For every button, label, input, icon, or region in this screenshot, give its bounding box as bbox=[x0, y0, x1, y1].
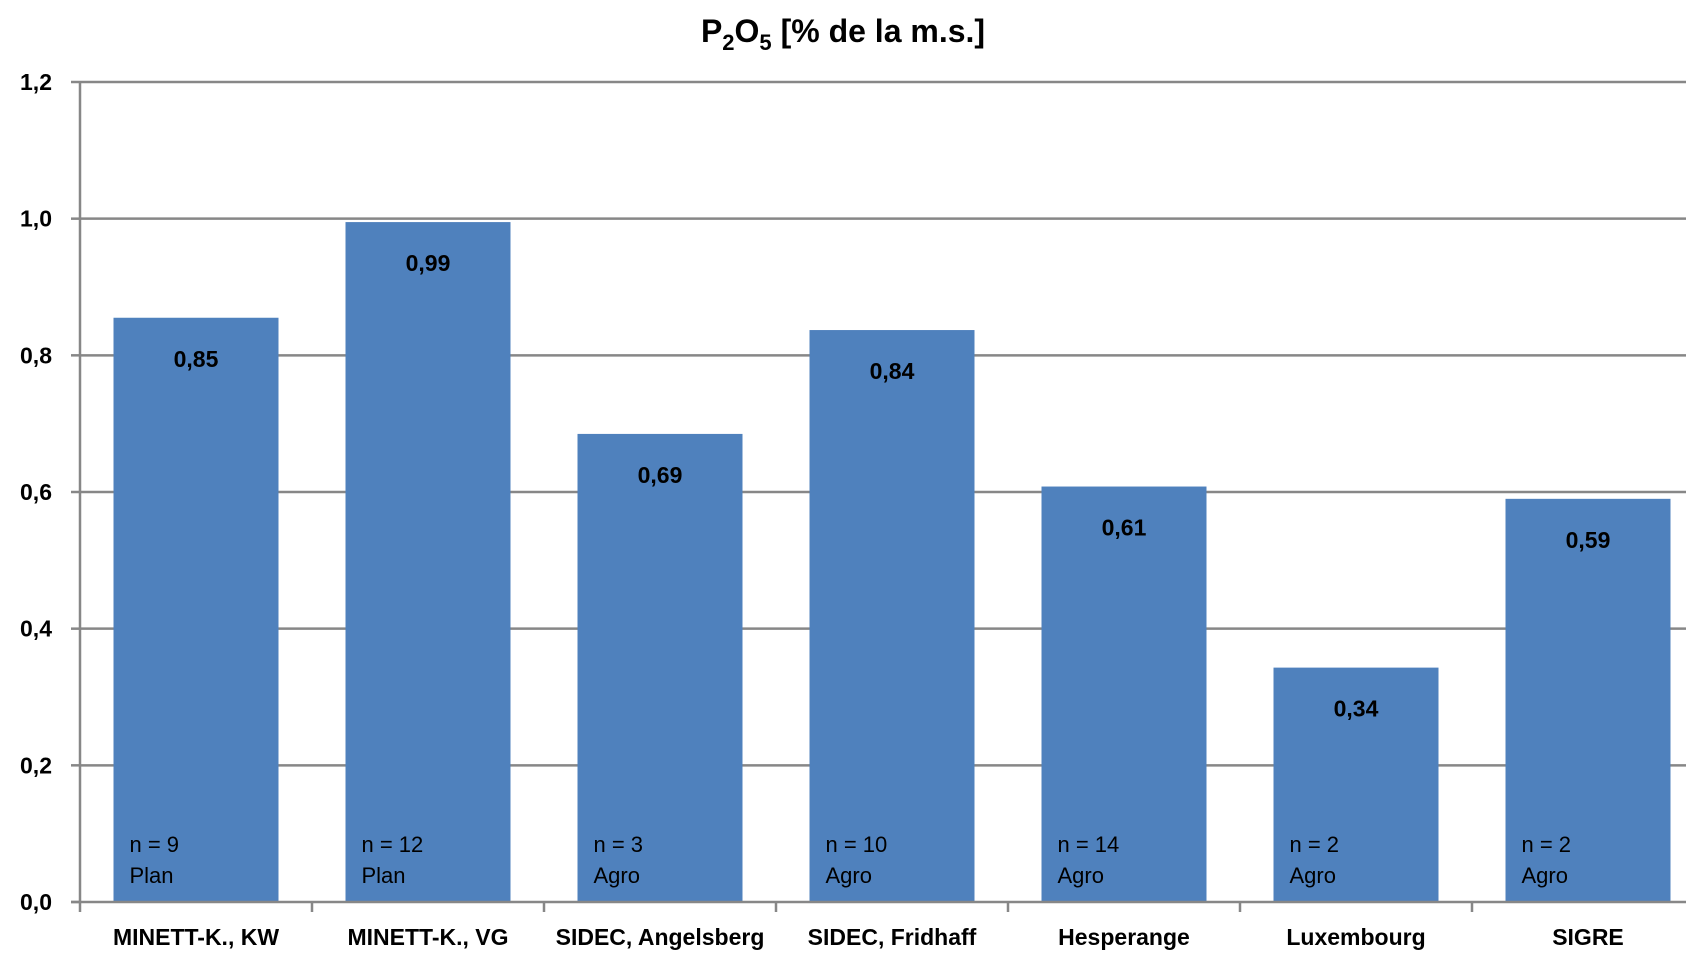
bar-type-label: Agro bbox=[826, 863, 872, 888]
bar bbox=[809, 330, 975, 902]
x-category-label: Hesperange bbox=[1058, 924, 1190, 950]
bar-value-label: 0,99 bbox=[406, 250, 451, 276]
bar bbox=[113, 317, 279, 902]
bar-type-label: Agro bbox=[1058, 863, 1104, 888]
bar bbox=[1041, 486, 1207, 902]
x-category-label: MINETT-K., VG bbox=[348, 924, 509, 950]
x-category-label: Luxembourg bbox=[1286, 924, 1425, 950]
y-tick-label: 0,2 bbox=[20, 752, 52, 778]
bar-value-label: 0,61 bbox=[1102, 515, 1147, 541]
x-category-label: MINETT-K., KW bbox=[113, 924, 279, 950]
bar-value-label: 0,34 bbox=[1334, 696, 1379, 722]
bar-count-label: n = 2 bbox=[1290, 832, 1340, 857]
bar-count-label: n = 2 bbox=[1522, 832, 1572, 857]
bar-value-label: 0,69 bbox=[638, 462, 683, 488]
bar-count-label: n = 9 bbox=[130, 832, 180, 857]
bar bbox=[345, 222, 511, 903]
y-tick-label: 0,4 bbox=[20, 616, 52, 642]
x-category-label: SIDEC, Angelsberg bbox=[556, 924, 765, 950]
bar-count-label: n = 3 bbox=[594, 832, 644, 857]
bar-count-label: n = 14 bbox=[1058, 832, 1120, 857]
bar bbox=[1273, 667, 1439, 902]
y-tick-label: 1,0 bbox=[20, 206, 52, 232]
bar-type-label: Agro bbox=[1522, 863, 1568, 888]
bar-count-label: n = 10 bbox=[826, 832, 888, 857]
y-tick-label: 0,6 bbox=[20, 479, 52, 505]
bar-type-label: Agro bbox=[1290, 863, 1336, 888]
bars-group bbox=[113, 222, 1671, 903]
chart-title: P2O5 [% de la m.s.] bbox=[701, 13, 985, 55]
y-tick-label: 0,0 bbox=[20, 889, 52, 915]
bar bbox=[577, 433, 743, 902]
bar-value-label: 0,59 bbox=[1566, 527, 1611, 553]
bar bbox=[1505, 498, 1671, 902]
y-tick-label: 1,2 bbox=[20, 69, 52, 95]
x-category-label: SIGRE bbox=[1552, 924, 1624, 950]
labels-group: 0,0 0,2 0,4 0,6 0,8 1,0 1,2 0,85 n = 9 Plan MINETT… bbox=[20, 69, 1624, 950]
x-category-label: SIDEC, Fridhaff bbox=[808, 924, 977, 950]
bar-value-label: 0,84 bbox=[870, 358, 915, 384]
y-tick-label: 0,8 bbox=[20, 342, 52, 368]
bar-value-label: 0,85 bbox=[174, 346, 219, 372]
axes-group bbox=[71, 80, 1686, 912]
bar-type-label: Agro bbox=[594, 863, 640, 888]
bar-type-label: Plan bbox=[362, 863, 406, 888]
bar-count-label: n = 12 bbox=[362, 832, 424, 857]
bar-type-label: Plan bbox=[130, 863, 174, 888]
